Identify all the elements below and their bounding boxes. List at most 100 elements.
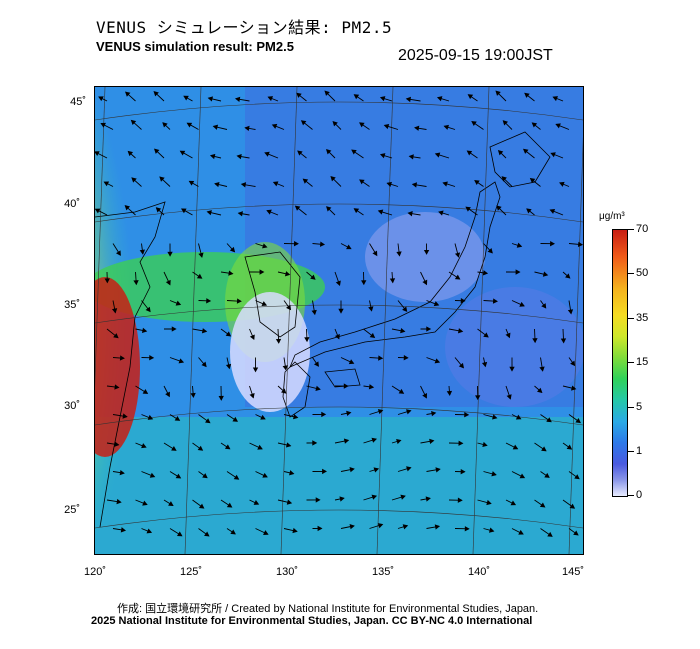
wind-arrow-head — [204, 531, 210, 537]
wind-arrow-head — [225, 331, 232, 337]
colorbar-tick — [628, 362, 634, 363]
longitude-line — [184, 87, 202, 554]
wind-arrow-head — [289, 470, 295, 476]
lon-label-120: 120˚ — [83, 566, 107, 578]
wind-arrow-head — [326, 149, 332, 155]
wind-arrow-head — [443, 124, 449, 130]
wind-arrow-head — [321, 411, 327, 418]
wind-arrow-head — [379, 96, 386, 102]
colorbar-label-50: 50 — [636, 267, 649, 279]
latitude-line — [95, 101, 583, 121]
wind-arrow-head — [206, 210, 212, 216]
wind-arrow-head — [537, 387, 543, 394]
wind-arrow-head — [467, 94, 474, 100]
credit-line: 作成: 国立環境研究所 / Created by National Instit… — [117, 603, 539, 615]
latitude-line — [95, 509, 583, 529]
wind-arrow-head — [229, 246, 236, 253]
wind-arrow-head — [186, 122, 193, 128]
wind-arrow-head — [414, 125, 420, 131]
wind-arrow-head — [501, 176, 507, 182]
wind-arrow-head — [201, 361, 207, 368]
wind-arrow-head — [505, 332, 511, 339]
wind-arrow-head — [400, 328, 406, 334]
wind-arrow-head — [175, 473, 182, 479]
wind-arrow-head — [167, 251, 173, 257]
wind-arrow-head — [165, 279, 171, 286]
wind-arrow-head — [313, 361, 319, 367]
wind-arrow-head — [559, 181, 565, 187]
colorbar-label-0: 0 — [636, 489, 643, 501]
wind-arrow-head — [483, 332, 489, 338]
wind-arrow-head — [95, 151, 100, 157]
wind-arrow-head — [471, 121, 477, 127]
wind-arrow-head — [261, 301, 268, 307]
wind-arrow-head — [348, 359, 355, 365]
wind-arrow-head — [127, 150, 134, 157]
wind-arrow-head — [577, 241, 583, 248]
wind-arrow-head — [371, 494, 378, 500]
wind-arrow-head — [435, 467, 441, 473]
wind-arrow-head — [207, 96, 214, 102]
longitude-line — [472, 87, 490, 554]
wind-arrow-head — [359, 122, 365, 128]
wind-arrow-head — [509, 366, 515, 372]
colorbar-tick — [628, 495, 634, 496]
copyright-line: 2025 National Institute for Environmenta… — [91, 615, 533, 627]
wind-arrow-head — [259, 269, 265, 275]
clean-area-pacific — [445, 287, 583, 407]
wind-arrow-head — [458, 440, 464, 446]
wind-arrow-head — [426, 326, 432, 332]
wind-arrow-head — [433, 301, 440, 307]
wind-arrow-head — [262, 243, 268, 249]
wind-arrow-head — [407, 211, 413, 217]
wind-arrow-head — [198, 252, 204, 258]
latitude-line — [95, 304, 583, 324]
wind-arrow-head — [335, 280, 341, 287]
wind-arrow-head — [133, 280, 139, 286]
wind-arrow-head — [285, 442, 292, 448]
wind-arrow-head — [206, 298, 212, 304]
wind-arrow-head — [114, 384, 120, 390]
wind-arrow-head — [178, 358, 185, 364]
land-japan-shikoku — [324, 368, 361, 388]
wind-arrow-head — [555, 123, 561, 129]
wind-arrow-head — [176, 531, 183, 537]
wind-arrow-head — [183, 95, 189, 101]
lon-label-135: 135˚ — [371, 566, 395, 578]
wind-arrow-head — [353, 208, 360, 214]
wind-arrow-head — [573, 530, 579, 536]
wind-arrow-head — [496, 205, 502, 211]
wind-arrow-head — [262, 472, 268, 478]
wind-arrow-head — [482, 270, 489, 276]
wind-arrow-head — [130, 119, 137, 126]
wind-arrow-head — [326, 206, 332, 212]
wind-arrow-head — [202, 473, 208, 479]
wind-arrow-head — [171, 326, 177, 332]
wind-arrow-head — [131, 177, 137, 183]
wind-arrow-head — [180, 208, 187, 214]
wind-arrow-head — [162, 122, 168, 128]
wind-arrow-head — [322, 468, 328, 475]
wind-arrow-head — [297, 150, 303, 156]
wind-arrow-head — [531, 122, 538, 128]
wind-arrow-head — [569, 503, 576, 509]
wind-arrow-head — [458, 362, 464, 369]
wind-arrow-head — [379, 153, 386, 159]
wind-arrow-head — [103, 181, 110, 187]
wind-arrow-head — [141, 443, 147, 449]
land-japan-honshu — [289, 181, 501, 368]
lon-label-130: 130˚ — [275, 566, 299, 578]
lon-label-125: 125˚ — [179, 566, 203, 578]
wind-arrow-head — [104, 278, 110, 284]
lon-label-145: 145˚ — [561, 566, 585, 578]
wind-arrow-head — [475, 395, 481, 401]
wind-arrow-head — [474, 180, 480, 186]
wind-arrow-head — [147, 414, 154, 420]
wind-arrow-head — [233, 474, 240, 480]
wind-arrow-head — [332, 121, 338, 127]
wind-arrow-head — [546, 417, 552, 423]
wind-arrow-head — [398, 388, 405, 394]
wind-arrow-head — [282, 365, 288, 371]
wind-arrow-head — [542, 271, 549, 277]
wind-arrow-head — [142, 389, 149, 394]
